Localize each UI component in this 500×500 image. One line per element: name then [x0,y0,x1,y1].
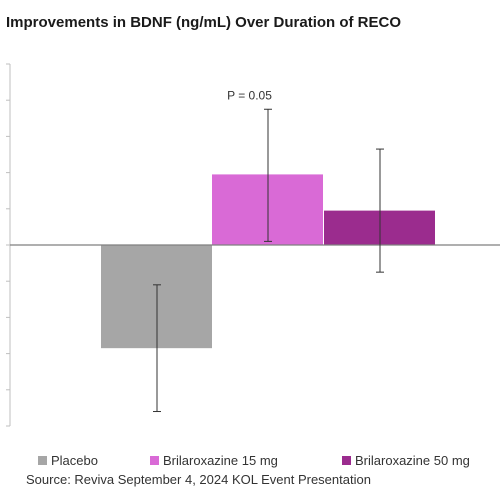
legend-label-brilaroxazine-50mg: Brilaroxazine 50 mg [355,453,470,468]
chart-title: Improvements in BDNF (ng/mL) Over Durati… [6,14,402,31]
legend: Placebo Brilaroxazine 15 mg Brilaroxazin… [0,452,500,470]
legend-swatch-placebo [38,456,47,465]
legend-label-brilaroxazine-15mg: Brilaroxazine 15 mg [163,453,278,468]
legend-swatch-brilaroxazine-15mg [150,456,159,465]
source-note: Source: Reviva September 4, 2024 KOL Eve… [26,472,371,487]
legend-swatch-brilaroxazine-50mg [342,456,351,465]
legend-label-placebo: Placebo [51,453,98,468]
legend-item-placebo: Placebo [38,452,98,470]
legend-item-brilaroxazine-15mg: Brilaroxazine 15 mg [150,452,278,470]
legend-item-brilaroxazine-50mg: Brilaroxazine 50 mg [342,452,470,470]
p-value-annotation: P = 0.05 [227,88,272,102]
